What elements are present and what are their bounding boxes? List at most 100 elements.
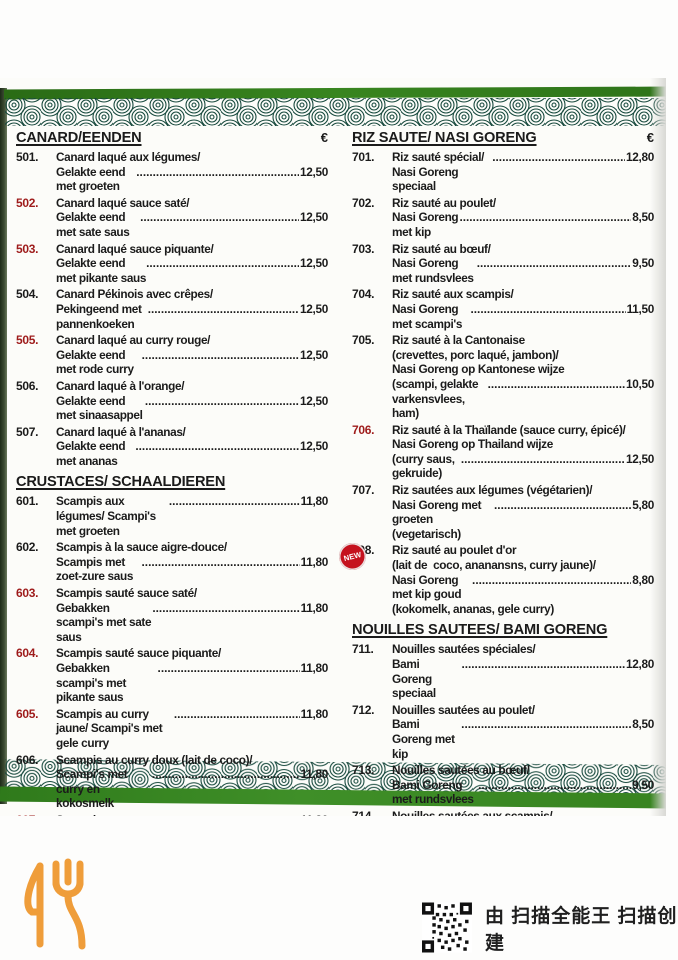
item-number: 701.: [352, 150, 375, 164]
item-number: 704.: [352, 287, 375, 302]
item-number: 505.: [16, 333, 39, 348]
item-body: Riz sauté aux scampis/Nasi Goreng met sc…: [392, 287, 654, 331]
scan-caption: 由 扫描全能王 扫描创建: [484, 905, 678, 954]
dot-leader: [472, 573, 631, 588]
dot-leader: [136, 165, 299, 180]
item-number: 705.: [352, 333, 375, 348]
menu-item-603: 603. Scampis sauté sauce saté/Gebakken sc…: [16, 586, 328, 644]
item-text: Scampis au curry doux (lait de coco)/: [56, 752, 253, 767]
item-body: Canard laqué à l'orange/Gelakte eend met…: [56, 379, 328, 423]
item-line: Gelakte eend met pikante saus 12,50: [56, 256, 328, 285]
item-text: Riz sauté à la Thaïlande (sauce curry, é…: [392, 422, 626, 437]
dot-leader: [146, 256, 299, 271]
dot-leader: [152, 601, 299, 616]
item-number: 602.: [16, 540, 39, 555]
dot-leader: [461, 657, 625, 672]
item-body: Canard laqué à l'ananas/Gelakte eend met…: [56, 425, 328, 469]
menu-item-702: 702. Riz sauté au poulet/Nasi Goreng met …: [352, 196, 654, 240]
item-line: Nouilles sautées aux scampis/: [392, 809, 654, 816]
dot-leader: [142, 348, 299, 363]
item-text: Bami Goreng met rundsvlees: [392, 777, 474, 807]
section-header-nouilles: NOUILLES SAUTEES/ BAMI GORENG: [352, 622, 654, 638]
menu-item-705: 705. Riz sauté à la Cantonaise (crevettes,…: [352, 333, 654, 421]
item-line: Nouilles sautées au bœuf/: [392, 763, 654, 778]
restaurant-logo-fork-knife-icon: [24, 858, 86, 950]
item-line: Nouilles sautées spéciales/: [392, 642, 654, 657]
dot-leader: [461, 452, 625, 467]
item-price: 8,80: [632, 572, 654, 587]
item-text: Nasi Goreng op Thailand wijze: [392, 437, 553, 452]
item-text: Scampi's met curry en kokosmelk: [56, 767, 131, 811]
item-text: (curry saus, gekruide): [392, 451, 458, 481]
item-body: Canard laqué sauce piquante/Gelakte eend…: [56, 242, 328, 286]
dot-leader: [488, 377, 625, 392]
menu-item-706: 706. Riz sauté à la Thaïlande (sauce curr…: [352, 423, 654, 481]
dot-leader: [461, 717, 631, 732]
menu-item-711: 711. Nouilles sautées spéciales/Bami Gore…: [352, 642, 654, 700]
item-line: Scampis au curry doux (lait de coco)/: [56, 753, 328, 768]
item-price: 11,80: [300, 813, 329, 816]
item-body: Riz sauté à la Cantonaise (crevettes, por…: [392, 333, 654, 421]
item-line: Scampis au curry jaune/ Scampi's met gel…: [56, 707, 328, 751]
item-body: Riz sauté à la Thaïlande (sauce curry, é…: [392, 423, 654, 481]
dot-leader: [148, 302, 299, 317]
item-line: Scampis sauté sauce piquante/: [56, 646, 328, 661]
dot-leader: [169, 494, 300, 509]
item-text: Scampis au curry jaune/ Scampi's met gel…: [56, 706, 166, 750]
menu-item-602: 602. Scampis à la sauce aigre-douce/Scamp…: [16, 540, 328, 584]
item-line: Gebakken scampi's met pikante saus 11,80: [56, 661, 328, 705]
item-body: Scampis sauté sauce saté/Gebakken scampi…: [56, 586, 328, 644]
item-text: Canard laqué au curry rouge/: [56, 333, 211, 348]
item-body: Nouilles sautées aux scampis/Bami Goreng…: [392, 809, 654, 816]
item-body: Riz sauté au bœuf/Nasi Goreng met rundsv…: [392, 242, 654, 286]
dot-leader: [471, 302, 626, 317]
item-line: Gelakte eend met sinaasappel 12,50: [56, 394, 328, 423]
item-text: (scampi, gelakte varkensvlees, ham): [392, 376, 482, 421]
menu-section-crustaces: CRUSTACES/ SCHAALDIEREN 601. Scampis aux l…: [16, 474, 328, 816]
item-line: Nasi Goreng met kip goud 8,80: [392, 573, 654, 602]
item-text: Nasi Goreng met kip goud: [392, 572, 462, 602]
item-line: (kokomelk, ananas, gele curry): [392, 602, 654, 617]
menu-item-501: 501. Canard laqué aux légumes/Gelakte een…: [16, 150, 328, 194]
item-price: 5,80: [632, 497, 654, 512]
item-line: Scampis met zoet-zure saus 11,80: [56, 555, 328, 584]
item-text: Gebakken scampi's met sate saus: [56, 600, 155, 644]
item-text: Gebakken scampi's met pikante saus: [56, 661, 130, 705]
item-line: Bami Goreng met rundsvlees 9,50: [392, 778, 654, 807]
menu-item-606: 606. Scampis au curry doux (lait de coco)…: [16, 753, 328, 811]
item-text: Scampis aux légumes/ Scampi's met groete…: [56, 494, 159, 538]
item-number: 501.: [16, 150, 39, 164]
menu-item-505: 505. Canard laqué au curry rouge/Gelakte …: [16, 333, 328, 377]
menu-item-503: 503. Canard laqué sauce piquante/Gelakte …: [16, 242, 328, 286]
menu-item-506: 506. Canard laqué à l'orange/Gelakte eend…: [16, 379, 328, 423]
item-line: Gelakte eend met rode curry 12,50: [56, 348, 328, 377]
item-text: Nouilles sautées au poulet/: [392, 702, 535, 717]
item-body: Scampis aux légumes/ Scampi's met groete…: [56, 494, 328, 538]
menu-page: CANARD/EENDEN € 501. Canard laqué aux légum…: [0, 78, 666, 816]
dot-leader: [158, 661, 300, 676]
item-number: 712.: [352, 702, 375, 717]
item-price: 12,50: [625, 451, 654, 466]
item-text: Gelakte eend met pikante saus: [56, 256, 147, 285]
item-text: (kokomelk, ananas, gele curry): [392, 601, 554, 616]
item-body: Scampis à la sauce aigre-douce/Scampis m…: [56, 540, 328, 584]
menu-item-607: 607. Scampis au curry rouge/ Scampi's met…: [16, 813, 328, 816]
item-text: Riz sauté au bœuf/: [392, 241, 491, 256]
item-body: Canard Pékinois avec crêpes/Pekingeend m…: [56, 287, 328, 331]
item-body: Nouilles sautées au bœuf/Bami Goreng met…: [392, 763, 654, 807]
item-price: 12,80: [625, 150, 654, 164]
item-text: Bami Goreng met kip: [392, 717, 458, 761]
item-line: Riz sauté au poulet/: [392, 196, 654, 211]
item-text: (lait de coco, ananansns, curry jaune)/: [392, 558, 596, 573]
section-header-canard: CANARD/EENDEN €: [16, 130, 328, 146]
currency-symbol: €: [646, 130, 654, 145]
item-line: Canard laqué aux légumes/: [56, 150, 328, 165]
item-number: 604.: [16, 646, 39, 661]
item-price: 11,80: [300, 767, 329, 782]
item-line: Gelakte eend met groeten 12,50: [56, 165, 328, 194]
dot-leader: [140, 210, 299, 225]
item-text: Nasi Goreng met scampi's: [392, 301, 463, 331]
item-body: Nouilles sautées au poulet/Bami Goreng m…: [392, 703, 654, 761]
item-price: 12,80: [625, 657, 654, 671]
menu-section-canard: CANARD/EENDEN € 501. Canard laqué aux légum…: [16, 130, 328, 468]
